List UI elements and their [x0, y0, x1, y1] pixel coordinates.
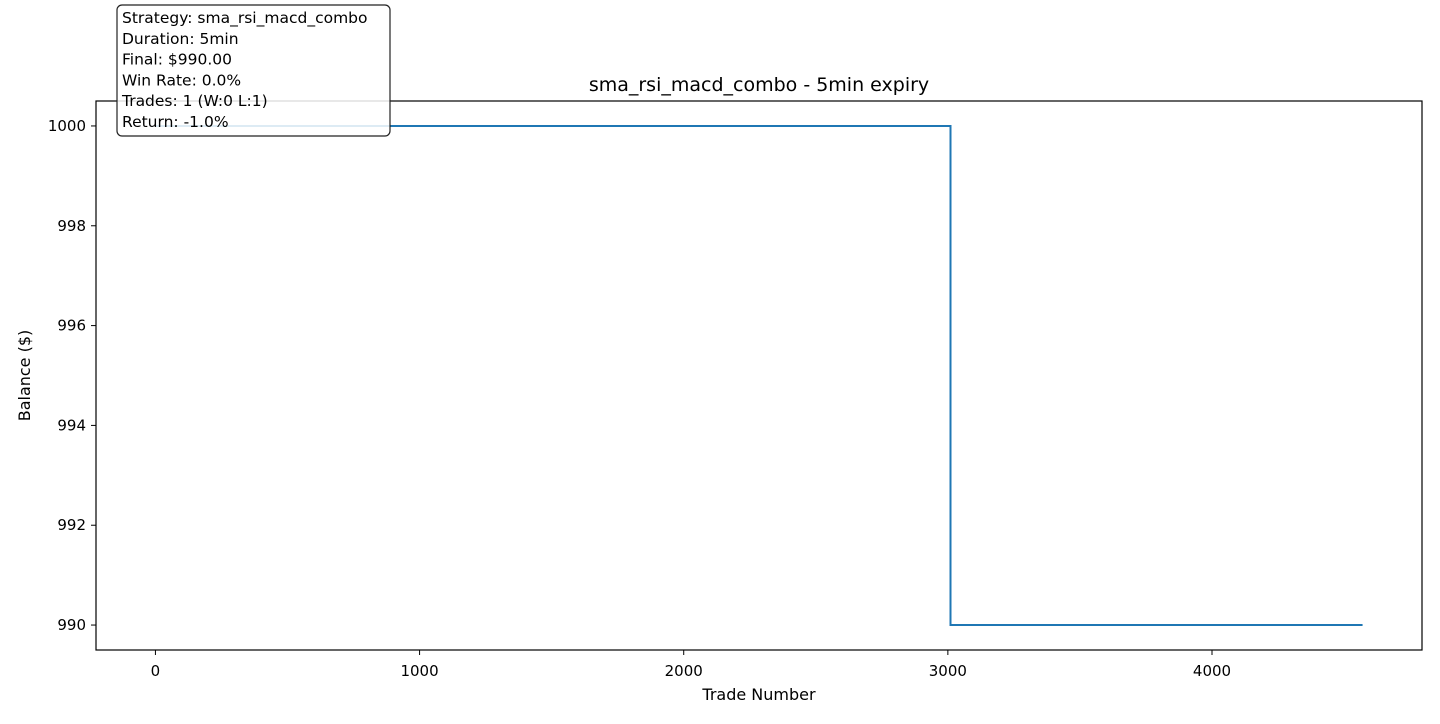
x-axis-ticks: 0 1000 2000 3000 4000 — [151, 650, 1231, 680]
y-axis-ticks: 990 992 994 996 998 1000 — [48, 117, 96, 634]
stats-win-rate-line: Win Rate: 0.0% — [122, 71, 241, 89]
stats-return-line: Return: -1.0% — [122, 113, 229, 131]
chart-title: sma_rsi_macd_combo - 5min expiry — [589, 74, 929, 96]
stats-annotation-background — [116, 4, 391, 137]
y-tick-label: 1000 — [48, 117, 86, 135]
plot-frame — [95, 100, 1423, 651]
balance-series-line — [155, 124, 1363, 627]
y-tick-label: 994 — [57, 416, 86, 434]
x-tick-label: 2000 — [665, 662, 703, 680]
stats-final-line: Final: $990.00 — [122, 51, 232, 69]
y-tick-label: 996 — [57, 317, 86, 335]
stats-trades-line: Trades: 1 (W:0 L:1) — [121, 92, 268, 110]
y-tick-label: 992 — [57, 516, 86, 534]
stats-annotation-box: Strategy: sma_rsi_macd_combo Duration: 5… — [116, 4, 391, 137]
x-tick-label: 4000 — [1193, 662, 1231, 680]
y-tick-label: 990 — [57, 616, 86, 634]
y-axis-label: Balance ($) — [15, 330, 34, 422]
x-tick-label: 0 — [151, 662, 161, 680]
x-tick-label: 1000 — [400, 662, 438, 680]
x-tick-label: 3000 — [929, 662, 967, 680]
stats-duration-line: Duration: 5min — [122, 30, 239, 48]
y-tick-label: 998 — [57, 217, 86, 235]
stats-strategy-line: Strategy: sma_rsi_macd_combo — [122, 9, 368, 28]
series-layer — [155, 124, 1363, 627]
x-axis-label: Trade Number — [701, 685, 816, 704]
